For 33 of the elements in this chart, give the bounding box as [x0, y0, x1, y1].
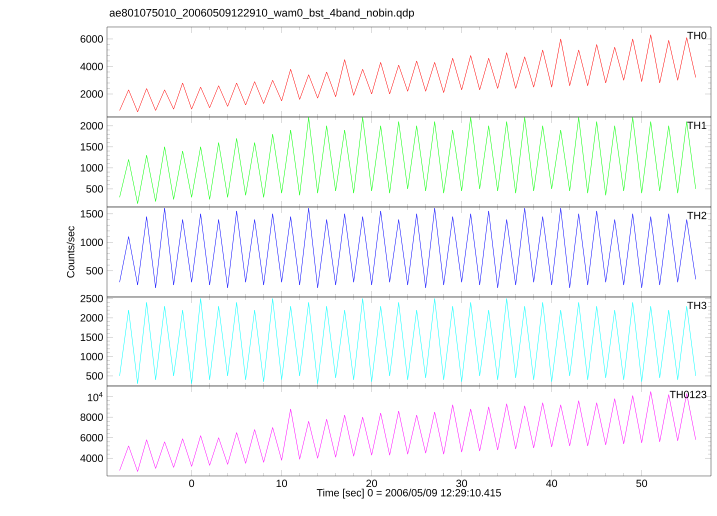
y-tick-label: 500	[86, 372, 103, 380]
y-tick-label: 10$^{4}$	[88, 392, 103, 402]
y-tick-label: 1000	[80, 352, 103, 360]
series-label: TH1	[687, 122, 706, 129]
x-tick-label: 20	[366, 480, 378, 488]
x-axis-title: Time [sec] 0 = 2006/05/09 12:29:10.415	[316, 488, 501, 499]
y-tick-label: 1500	[80, 143, 103, 151]
y-tick-label: 2500	[80, 294, 103, 302]
y-tick-label: 8000	[80, 413, 103, 421]
y-tick-label: 500	[86, 185, 103, 193]
x-tick-label: 0	[189, 480, 194, 488]
y-tick-label: 1000	[80, 238, 103, 246]
y-tick-label: 6000	[80, 35, 103, 43]
y-tick-label: 1000	[80, 164, 103, 172]
y-tick-label: 6000	[80, 434, 103, 442]
y-tick-label: 1500	[80, 210, 103, 218]
x-tick-label: 50	[636, 480, 648, 488]
y-tick-label: 500	[86, 267, 103, 274]
y-tick-label: 4000	[80, 62, 103, 70]
y-tick-label: 1500	[80, 334, 103, 341]
series-label: TH0123	[670, 390, 706, 398]
y-tick-label: 2000	[80, 314, 103, 322]
series-label: TH3	[687, 302, 706, 310]
x-tick-label: 40	[546, 480, 558, 488]
series-label: TH0	[687, 32, 706, 40]
y-tick-label: 2000	[80, 122, 103, 130]
x-tick-label: 10	[276, 480, 288, 488]
series-label: TH2	[687, 212, 706, 220]
y-axis-title: Counts/sec	[66, 226, 74, 278]
y-tick-label: 2000	[80, 90, 103, 98]
x-tick-label: 30	[456, 480, 468, 488]
chart-title: ae801075010_20060509122910_wam0_bst_4band_nobin.qdp	[110, 8, 414, 19]
y-tick-label: 4000	[80, 454, 103, 462]
